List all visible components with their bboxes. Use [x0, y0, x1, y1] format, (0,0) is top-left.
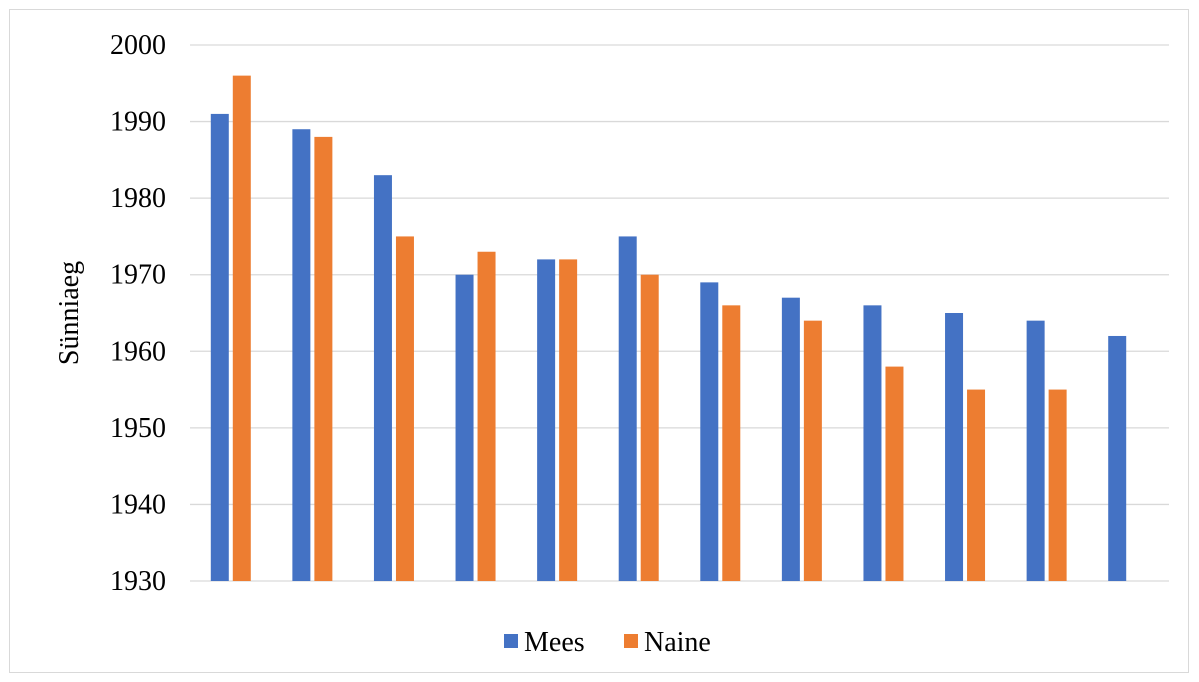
bar-mees [618, 236, 637, 581]
bar-mees [781, 297, 800, 581]
y-tick-label: 1950 [110, 413, 166, 444]
legend-label-naine: Naine [644, 627, 711, 658]
bars [210, 75, 1127, 582]
y-tick-label: 1990 [110, 107, 166, 138]
chart-frame [9, 9, 1189, 673]
bar-naine [559, 259, 578, 581]
legend: Mees Naine [504, 627, 711, 658]
bar-mees [700, 282, 719, 581]
bar-mees [373, 175, 392, 581]
bar-naine [395, 236, 414, 581]
y-tick-label: 1940 [110, 489, 166, 520]
bar-mees [1026, 320, 1045, 581]
legend-swatch-mees [504, 634, 518, 648]
bar-mees [292, 129, 311, 581]
y-tick-label: 1970 [110, 260, 166, 291]
bar-naine [477, 251, 496, 581]
bar-naine [1048, 389, 1067, 581]
y-tick-label: 1980 [110, 183, 166, 214]
bar-naine [232, 75, 251, 581]
bar-mees [210, 113, 229, 582]
y-axis-ticks: 1930 1940 1950 1960 1970 1980 1990 2000 [110, 30, 166, 597]
bar-naine [722, 305, 741, 581]
y-tick-label: 1960 [110, 336, 166, 367]
bar-mees [537, 259, 556, 581]
gridlines [190, 44, 1169, 582]
y-tick-label: 2000 [110, 30, 166, 61]
bar-naine [314, 136, 333, 581]
bar-mees [455, 274, 474, 581]
bar-mees [945, 313, 964, 581]
bar-naine [803, 320, 822, 581]
legend-swatch-naine [624, 634, 638, 648]
bar-naine [640, 274, 659, 581]
y-axis-title: Sünniaeg [54, 261, 85, 365]
y-tick-label: 1930 [110, 566, 166, 597]
bar-naine [967, 389, 986, 581]
legend-label-mees: Mees [524, 627, 585, 658]
bar-naine [885, 366, 904, 581]
bar-mees [1108, 335, 1127, 581]
bar-mees [863, 305, 882, 581]
